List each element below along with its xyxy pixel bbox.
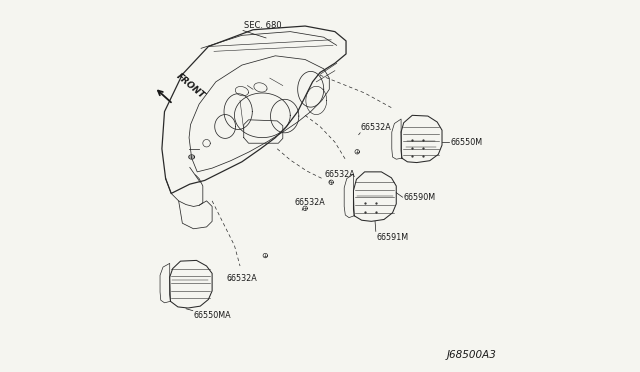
Text: 66550M: 66550M xyxy=(450,138,483,147)
Text: 66532A: 66532A xyxy=(227,274,257,283)
Text: 66532A: 66532A xyxy=(324,170,355,179)
Text: 66590M: 66590M xyxy=(403,193,435,202)
Text: 66532A: 66532A xyxy=(294,198,326,207)
Text: SEC. 680: SEC. 680 xyxy=(244,21,282,30)
Text: 66532A: 66532A xyxy=(360,123,391,132)
Text: FRONT: FRONT xyxy=(174,71,206,100)
Text: J68500A3: J68500A3 xyxy=(447,350,497,360)
Text: 66550MA: 66550MA xyxy=(193,311,231,320)
Text: 66591M: 66591M xyxy=(376,232,409,241)
